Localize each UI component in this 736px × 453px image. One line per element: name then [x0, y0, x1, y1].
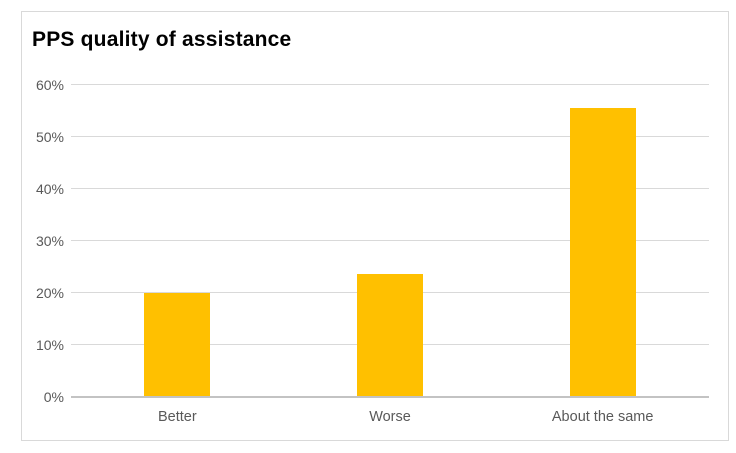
- bar: [357, 273, 423, 397]
- gridline: [71, 188, 709, 189]
- gridline: [71, 84, 709, 85]
- y-axis-labels: 0% 10% 20% 30% 40% 50% 60%: [28, 78, 64, 404]
- bar-slot: [284, 85, 497, 397]
- bar: [144, 293, 211, 397]
- bars-container: [71, 85, 709, 397]
- x-axis-line: [71, 396, 709, 398]
- y-axis-tick-label: 50%: [35, 129, 64, 145]
- bar: [569, 107, 636, 397]
- y-axis-tick-label: 20%: [35, 285, 64, 301]
- chart-title: PPS quality of assistance: [32, 28, 292, 51]
- y-axis-tick-label: 60%: [35, 77, 64, 93]
- y-axis-tick-label: 0%: [43, 389, 64, 405]
- y-axis-tick-label: 40%: [35, 181, 64, 197]
- y-axis-tick-label: 10%: [35, 337, 64, 353]
- x-axis-labels: Better Worse About the same: [71, 409, 709, 425]
- x-axis-category-label: About the same: [551, 409, 654, 425]
- chart-frame: PPS quality of assistance 0% 10% 20% 30% 40%…: [21, 11, 729, 441]
- bar-slot: [496, 85, 709, 397]
- x-axis-category-label: Worse: [369, 409, 411, 425]
- bar-slot: [71, 85, 284, 397]
- x-axis-category-label: Better: [157, 409, 197, 425]
- plot-area: [71, 84, 709, 398]
- gridline: [71, 240, 709, 241]
- y-axis-tick-label: 30%: [35, 233, 64, 249]
- gridline: [71, 136, 709, 137]
